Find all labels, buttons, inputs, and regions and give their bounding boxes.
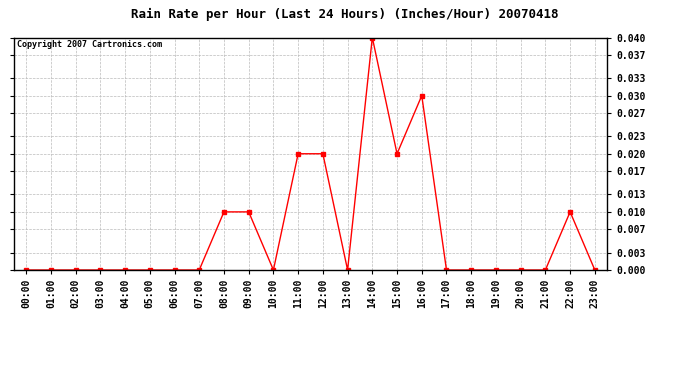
Text: Rain Rate per Hour (Last 24 Hours) (Inches/Hour) 20070418: Rain Rate per Hour (Last 24 Hours) (Inch… (131, 8, 559, 21)
Text: Copyright 2007 Cartronics.com: Copyright 2007 Cartronics.com (17, 40, 161, 49)
